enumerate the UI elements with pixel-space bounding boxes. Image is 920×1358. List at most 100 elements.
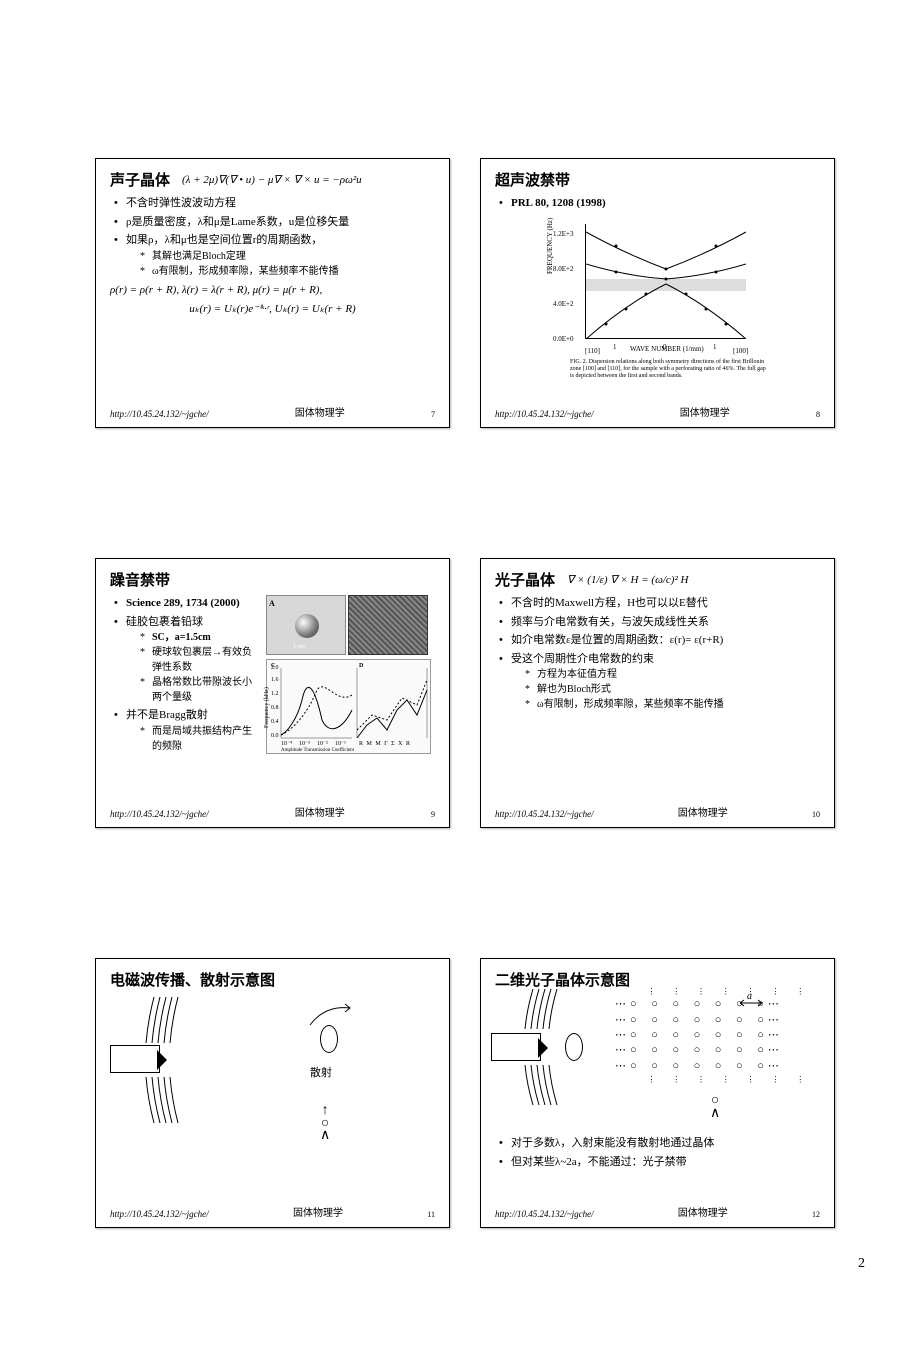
lattice-icon: ⋮ ⋮ ⋮ ⋮ ⋮ ⋮ ⋮ ⋯○ ○ ○ ○ ○ ○ ○⋯ ⋯○ ○ ○ ○ ○… — [615, 987, 810, 1086]
slide-10-body: 不含时的Maxwell方程，H也可以以E替代 频率与介电常数有关，与波矢成线性关… — [495, 595, 820, 804]
slide-10-bullets: 不含时的Maxwell方程，H也可以以E替代 频率与介电常数有关，与波矢成线性关… — [495, 595, 820, 712]
footer-course: 固体物理学 — [295, 404, 345, 419]
bullet-text: 如果ρ，λ和μ也是空间位置r的周期函数， — [126, 234, 322, 246]
observer-icon: ↑○∧ — [320, 1105, 330, 1143]
slide-row-1: 声子晶体 (λ + 2μ)∇(∇ • u) − μ∇ × ∇ × u = −ρω… — [95, 158, 835, 428]
slide-7-eq2: uₖ(r) = Uₖ(r)e⁻ⁱᵏ·ʳ, Uₖ(r) = Uₖ(r + R) — [110, 301, 435, 318]
slide-10-title-row: 光子晶体 ∇ × (1/ε) ∇ × H = (ω/c)² H — [495, 569, 820, 590]
slide-7: 声子晶体 (λ + 2μ)∇(∇ • u) − μ∇ × ∇ × u = −ρω… — [95, 158, 450, 428]
slide-7-body: 不含时弹性波波动方程 ρ是质量密度，λ和μ是Lame系数，u是位移矢量 如果ρ，… — [110, 195, 435, 404]
ytick: 2.0 — [271, 664, 279, 673]
xtick: 1 — [613, 342, 617, 353]
wave-arcs-top — [136, 995, 196, 1045]
slide-9-title: 躁音禁带 — [110, 569, 435, 590]
ytick: 0.8 — [271, 704, 279, 713]
slide-footer: http://10.45.24.132/~jgche/ 固体物理学 10 — [495, 804, 820, 819]
slide-footer: http://10.45.24.132/~jgche/ 固体物理学 12 — [495, 1204, 820, 1219]
ytick: 8.0E+2 — [553, 264, 573, 275]
bullet: 不含时弹性波波动方程 — [114, 195, 435, 212]
slide-11-diagram: 散射 ↑○∧ — [110, 995, 435, 1204]
emitter-cone-icon — [157, 1050, 167, 1070]
chart-curves — [586, 224, 746, 339]
sub-item: SC，a=1.5cm — [140, 630, 260, 645]
slide-11-title: 电磁波传播、散射示意图 — [110, 969, 435, 990]
wave-arcs-top — [515, 987, 575, 1032]
slide-7-eq1: ρ(r) = ρ(r + R), λ(r) = λ(r + R), μ(r) =… — [110, 282, 435, 299]
bullet: 如介电常数ε是位置的周期函数：ε(r)= ε(r+R) — [499, 632, 820, 649]
sub-list: 方程为本征值方程 解也为Bloch形式 ω有限制，形成频率隙，某些频率不能传播 — [511, 667, 820, 712]
slide-12-body: ⋮ ⋮ ⋮ ⋮ ⋮ ⋮ ⋮ ⋯○ ○ ○ ○ ○ ○ ○⋯ ⋯○ ○ ○ ○ ○… — [495, 995, 820, 1204]
footer-course: 固体物理学 — [293, 1204, 343, 1219]
sub-item: 其解也满足Bloch定理 — [140, 249, 435, 264]
panel-label-a: A — [269, 598, 275, 610]
bullet-text: 硅胶包裹着铅球 — [126, 616, 203, 628]
bullet: 但对某些λ~2a，不能通过：光子禁带 — [499, 1154, 820, 1171]
slide-footer: http://10.45.24.132/~jgche/ 固体物理学 11 — [110, 1204, 435, 1219]
slide-9-body: Science 289, 1734 (2000) 硅胶包裹着铅球 SC，a=1.… — [110, 595, 435, 804]
slide-10-title-eq: ∇ × (1/ε) ∇ × H = (ω/c)² H — [567, 573, 688, 586]
sub-item: ω有限制，形成频率隙，某些频率不能传播 — [140, 264, 435, 279]
slide-num: 11 — [427, 1210, 435, 1219]
panel-a: A 1 cm — [266, 595, 346, 655]
slide-7-title-row: 声子晶体 (λ + 2μ)∇(∇ • u) − μ∇ × ∇ × u = −ρω… — [110, 169, 435, 190]
ytick: 4.0E+2 — [553, 299, 573, 310]
chart-caption: FIG. 2. Dispersion relations along both … — [570, 359, 770, 381]
panel-row: A 1 cm B — [266, 595, 435, 655]
slide-footer: http://10.45.24.132/~jgche/ 固体物理学 7 — [110, 404, 435, 419]
bullet: Science 289, 1734 (2000) — [114, 595, 260, 612]
graph-xlabel: Amplitude Transmission Coefficient — [281, 747, 354, 755]
bullet: 对于多数λ，入射束能没有散射地通过晶体 — [499, 1135, 820, 1152]
wave-arcs-bottom — [515, 1063, 575, 1108]
page-number: 2 — [858, 1256, 865, 1272]
bullet-text: 受这个周期性介电常数的约束 — [511, 653, 654, 665]
xtick: 1 — [713, 342, 717, 353]
scatterer-icon — [565, 1033, 583, 1061]
slide-11: 电磁波传播、散射示意图 — [95, 958, 450, 1228]
footer-course: 固体物理学 — [678, 1204, 728, 1219]
chart-xlabel: WAVE NUMBER (1/mm) — [630, 344, 704, 355]
footer-url: http://10.45.24.132/~jgche/ — [495, 409, 594, 419]
slide-footer: http://10.45.24.132/~jgche/ 固体物理学 8 — [495, 404, 820, 419]
footer-url: http://10.45.24.132/~jgche/ — [110, 1209, 209, 1219]
slide-12: 二维光子晶体示意图 — [480, 958, 835, 1228]
slide-num: 9 — [431, 810, 435, 819]
bullet: 不含时的Maxwell方程，H也可以以E替代 — [499, 595, 820, 612]
footer-course: 固体物理学 — [295, 804, 345, 819]
slide-12-bullets: 对于多数λ，入射束能没有散射地通过晶体 但对某些λ~2a，不能通过：光子禁带 — [495, 1135, 820, 1170]
bullet-text: 并不是Bragg散射 — [126, 709, 208, 721]
emitter-cone-icon — [538, 1038, 548, 1058]
emitter-icon — [110, 1045, 160, 1073]
sub-item: 而是局域共振结构产生的频隙 — [140, 724, 260, 754]
bullet: ρ是质量密度，λ和μ是Lame系数，u是位移矢量 — [114, 214, 435, 231]
slide-12-diagram: ⋮ ⋮ ⋮ ⋮ ⋮ ⋮ ⋮ ⋯○ ○ ○ ○ ○ ○ ○⋯ ⋯○ ○ ○ ○ ○… — [495, 995, 820, 1135]
slide-8: 超声波禁带 PRL 80, 1208 (1998) FREQUENCY (Hz) — [480, 158, 835, 428]
footer-course: 固体物理学 — [680, 404, 730, 419]
xtick-right: R M M Γ Σ X R — [359, 740, 411, 749]
footer-url: http://10.45.24.132/~jgche/ — [110, 409, 209, 419]
footer-url: http://10.45.24.132/~jgche/ — [495, 809, 594, 819]
footer-url: http://10.45.24.132/~jgche/ — [110, 809, 209, 819]
slide-7-bullets: 不含时弹性波波动方程 ρ是质量密度，λ和μ是Lame系数，u是位移矢量 如果ρ，… — [110, 195, 435, 279]
slide-num: 8 — [816, 410, 820, 419]
ytick: 1.2 — [271, 690, 279, 699]
wave-arcs-bottom — [136, 1075, 196, 1125]
bullet: 并不是Bragg散射 而是局域共振结构产生的频隙 — [114, 707, 260, 754]
chart-axes — [585, 224, 745, 339]
sub-item: 晶格常数比带隙波长小两个量级 — [140, 675, 260, 705]
sub-item: 解也为Bloch形式 — [525, 682, 820, 697]
a-arrow-icon — [738, 997, 764, 1009]
slide-7-title: 声子晶体 — [110, 169, 170, 190]
footer-url: http://10.45.24.132/~jgche/ — [495, 1209, 594, 1219]
slide-9-right: A 1 cm B C D Frequency (kHz) — [266, 595, 435, 804]
sub-list: 而是局域共振结构产生的频隙 — [126, 724, 260, 754]
xtick-left-label: [110] — [585, 346, 600, 357]
slide-9-left: Science 289, 1734 (2000) 硅胶包裹着铅球 SC，a=1.… — [110, 595, 260, 804]
panel-label-b: B — [98, 561, 103, 573]
slide-num: 10 — [812, 810, 820, 819]
ytick: 0.0 — [271, 732, 279, 741]
sub-item: 方程为本征值方程 — [525, 667, 820, 682]
sub-item: ω有限制，形成频率隙，某些频率不能传播 — [525, 697, 820, 712]
slide-7-title-eq: (λ + 2μ)∇(∇ • u) − μ∇ × ∇ × u = −ρω²u — [182, 173, 362, 186]
ytick: 1.2E+3 — [553, 229, 573, 240]
slide-num: 7 — [431, 410, 435, 419]
